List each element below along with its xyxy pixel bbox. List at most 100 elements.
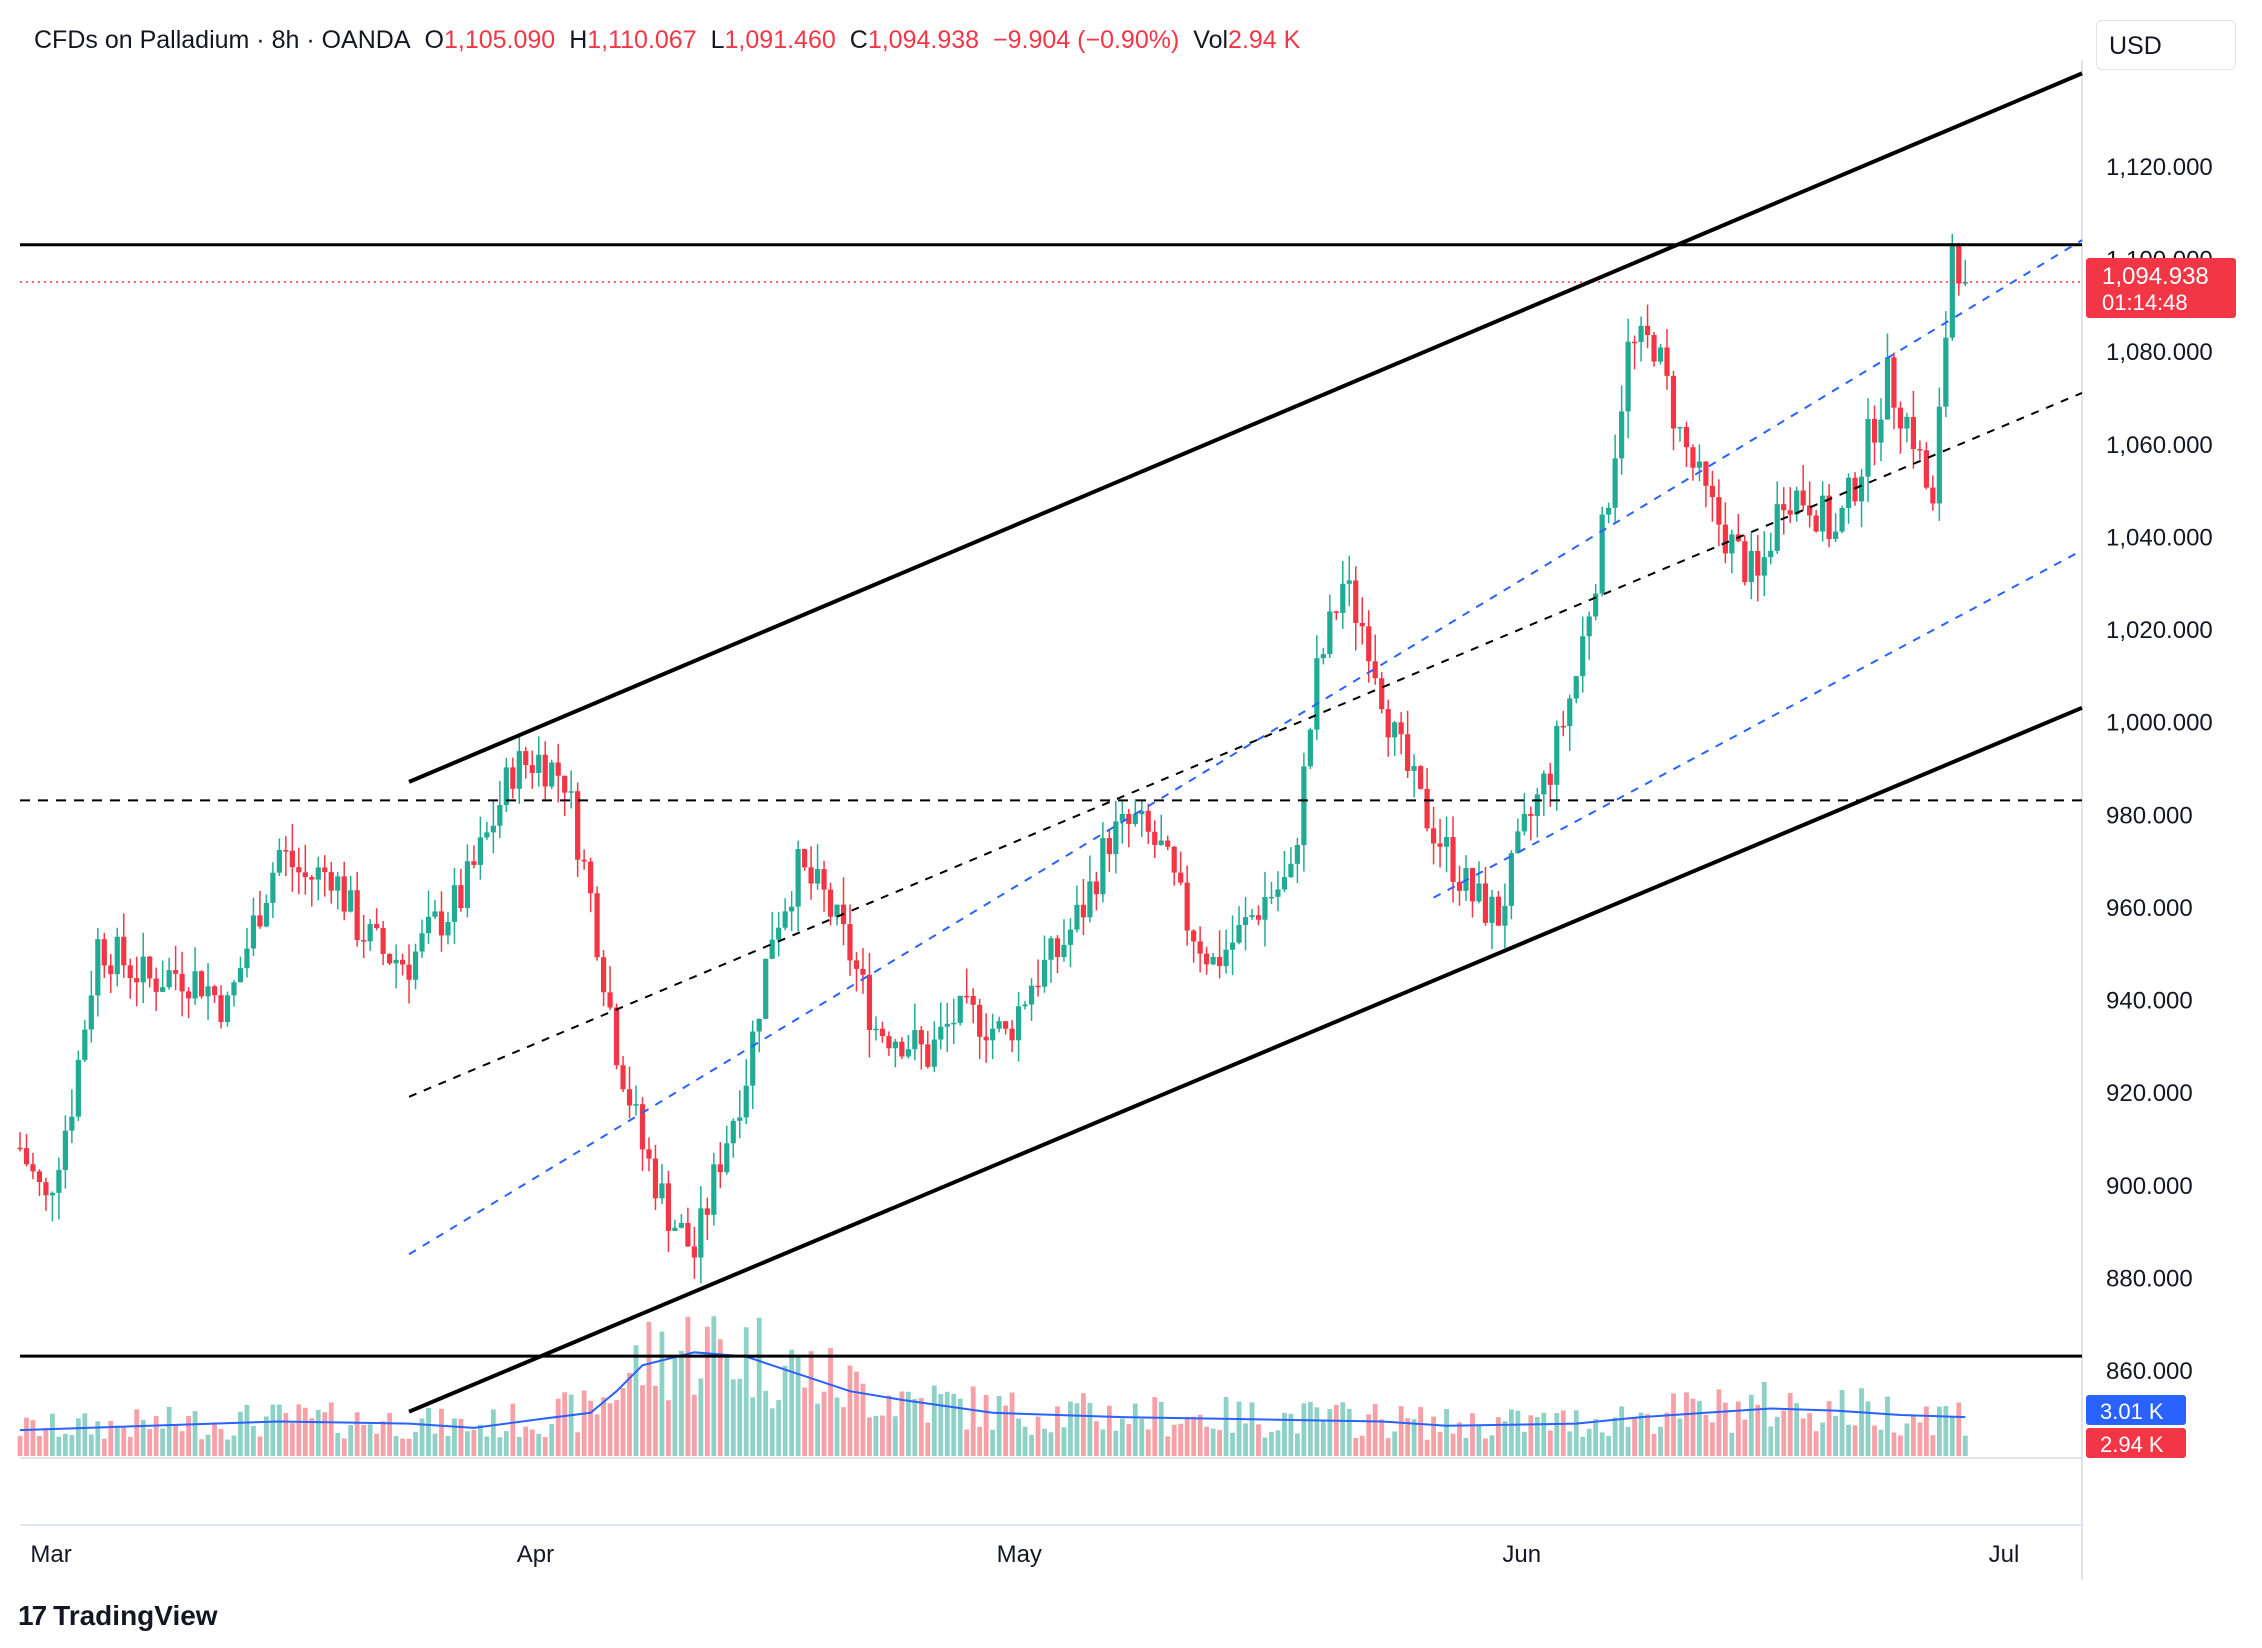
candle-body <box>387 953 393 964</box>
volume-bar <box>43 1428 49 1456</box>
volume-bar <box>847 1365 853 1456</box>
y-tick-label: 1,080.000 <box>2106 339 2213 366</box>
volume-bar <box>730 1379 736 1456</box>
candle-body <box>108 965 114 975</box>
tradingview-logo[interactable]: 17 TradingView <box>18 1600 218 1632</box>
volume-bar <box>789 1349 795 1456</box>
candle-body <box>549 762 555 787</box>
candle-body <box>406 964 412 980</box>
volume-bar <box>1275 1430 1281 1456</box>
candle-body <box>1392 722 1398 738</box>
volume-bar <box>1943 1405 1949 1456</box>
candle-body <box>1113 821 1119 855</box>
candle-body <box>918 1030 924 1045</box>
candle-body <box>1054 938 1061 957</box>
volume-bar <box>1807 1413 1813 1456</box>
candle-body <box>529 765 535 773</box>
x-tick-label: Jun <box>1502 1541 1541 1568</box>
candle-body <box>1126 814 1132 824</box>
candle-body <box>185 991 192 999</box>
candle-body <box>516 751 522 789</box>
candle-body <box>1631 341 1638 344</box>
volume-bar <box>1132 1403 1138 1456</box>
open-value: 1,105.090 <box>443 26 556 54</box>
volume-bar <box>1243 1423 1248 1456</box>
volume-bar <box>1956 1402 1962 1456</box>
candle-body <box>1359 623 1365 627</box>
volume-bar <box>1671 1393 1676 1456</box>
volume-bar <box>1658 1426 1663 1456</box>
candle-body <box>814 869 821 884</box>
candle-body <box>1813 515 1819 532</box>
candle-body <box>1703 461 1709 486</box>
volume-bar <box>1645 1414 1650 1456</box>
volume-bar <box>808 1351 814 1456</box>
volume-bar <box>977 1426 983 1456</box>
volume-bar <box>127 1436 133 1456</box>
volume-bar <box>653 1385 658 1456</box>
volume-bar <box>905 1391 911 1456</box>
candle-body <box>380 928 386 954</box>
volume-bar <box>309 1418 315 1456</box>
candle-body <box>1152 831 1158 845</box>
volume-bar <box>1761 1381 1767 1456</box>
volume-bar <box>238 1411 243 1456</box>
candle-body <box>853 960 860 969</box>
candle-body <box>1781 504 1787 511</box>
candle-body <box>1028 985 1035 1005</box>
candle-body <box>309 877 315 880</box>
candle-body <box>263 902 270 927</box>
candle-body <box>1541 773 1547 795</box>
candle-body <box>1430 828 1437 844</box>
volume-bar <box>1787 1392 1793 1456</box>
volume-bar <box>1269 1431 1274 1456</box>
volume-bar <box>899 1391 905 1456</box>
candle-body <box>1878 419 1884 443</box>
volume-bar <box>121 1427 127 1456</box>
axes: 1,120.0001,100.0001,080.0001,060.0001,04… <box>30 154 2212 1568</box>
candle-body <box>1353 580 1359 624</box>
candle-body <box>1884 357 1891 420</box>
candle-body <box>1022 1004 1028 1007</box>
volume-bar <box>1898 1435 1903 1456</box>
volume-bar <box>62 1433 68 1456</box>
currency-button[interactable]: USD <box>2096 20 2236 70</box>
symbol-title[interactable]: CFDs on Palladium · 8h · OANDA <box>34 26 411 54</box>
volume-bar <box>69 1435 75 1456</box>
candle-body <box>354 890 360 941</box>
candle-body <box>562 775 568 793</box>
candle-body <box>1573 676 1579 699</box>
candle-body <box>1528 813 1534 817</box>
y-tick-label: 1,000.000 <box>2106 710 2213 737</box>
candle-body <box>1437 843 1443 847</box>
volume-bar <box>270 1404 276 1456</box>
candle-body <box>1165 840 1171 847</box>
candle-body <box>1139 810 1145 815</box>
volume-bar <box>302 1407 308 1456</box>
candle-body <box>1067 929 1074 945</box>
volume-bar <box>549 1423 555 1456</box>
candle-body <box>1087 881 1093 918</box>
volume-bar <box>1936 1406 1942 1456</box>
candle-body <box>1839 507 1845 532</box>
volume-bar <box>1586 1428 1592 1456</box>
candle-body <box>1755 551 1761 576</box>
drawn-lines <box>20 71 2083 1414</box>
candle-body <box>1158 840 1164 845</box>
candle-body <box>536 754 542 773</box>
volume-bar <box>854 1371 859 1456</box>
volume-bar <box>607 1403 613 1456</box>
volume-bar <box>186 1416 191 1456</box>
volume-bar <box>912 1398 918 1456</box>
volume-bar <box>82 1413 88 1456</box>
candle-body <box>224 995 231 1023</box>
volume-bar <box>264 1416 269 1456</box>
candle-body <box>1015 1006 1022 1041</box>
volume-bar <box>996 1395 1002 1456</box>
volume-bar <box>212 1422 217 1456</box>
volume-bar <box>523 1426 529 1456</box>
volume-bar <box>990 1429 996 1456</box>
volume-bar <box>1223 1397 1229 1456</box>
volume-bar <box>1405 1418 1411 1456</box>
